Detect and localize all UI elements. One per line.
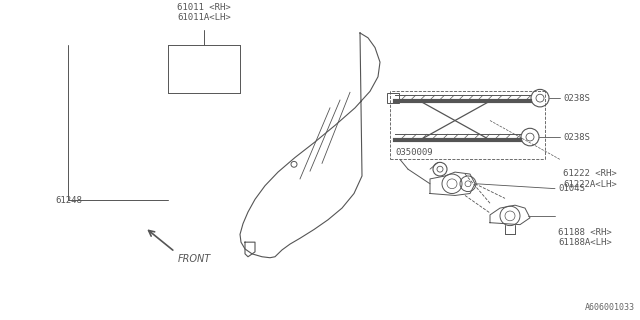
Text: 0238S: 0238S [563, 132, 590, 141]
Text: A606001033: A606001033 [585, 303, 635, 312]
Text: FRONT: FRONT [178, 254, 211, 264]
Text: 61188 <RH>
61188A<LH>: 61188 <RH> 61188A<LH> [558, 228, 612, 247]
Text: 0350009: 0350009 [395, 148, 433, 156]
Text: 0104S: 0104S [558, 184, 585, 193]
Text: 61222 <RH>
61222A<LH>: 61222 <RH> 61222A<LH> [563, 169, 617, 188]
Text: 61248: 61248 [55, 196, 82, 205]
Bar [387, 93, 399, 103]
Text: 0238S: 0238S [563, 94, 590, 103]
Text: 61011 <RH>
61011A<LH>: 61011 <RH> 61011A<LH> [177, 3, 231, 22]
